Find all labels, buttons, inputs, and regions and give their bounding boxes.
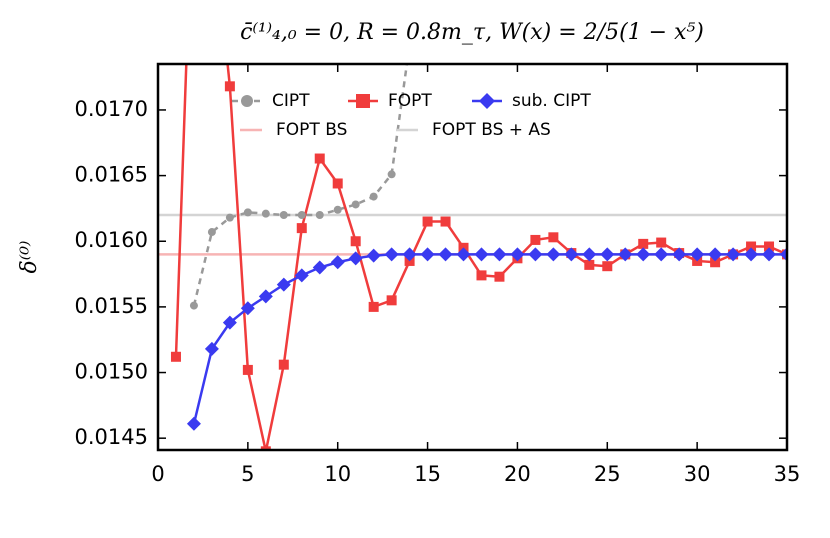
point — [186, 416, 201, 431]
point — [528, 247, 543, 262]
point — [224, 81, 235, 92]
point — [332, 178, 343, 189]
point — [672, 247, 687, 262]
point — [762, 247, 777, 262]
point — [258, 289, 273, 304]
point — [584, 259, 595, 270]
y-tick-label: 0.0145 — [75, 425, 148, 449]
x-tick-label: 25 — [594, 462, 621, 486]
legend-label: FOPT — [388, 91, 432, 111]
point — [348, 251, 363, 266]
point — [276, 277, 291, 292]
point — [189, 301, 198, 310]
point — [690, 247, 705, 262]
point — [602, 261, 613, 272]
point — [548, 232, 559, 243]
point — [780, 247, 787, 262]
point — [746, 241, 757, 252]
point — [530, 234, 541, 245]
y-tick-label: 0.0170 — [75, 97, 148, 121]
point — [204, 341, 219, 356]
point — [242, 364, 253, 375]
point — [636, 247, 651, 262]
x-tick-label: 10 — [324, 462, 351, 486]
point — [207, 228, 216, 237]
plot-frame — [156, 62, 789, 452]
x-tick-label: 15 — [414, 462, 441, 486]
y-tick-label: 0.0150 — [75, 360, 148, 384]
point — [564, 247, 579, 262]
point — [278, 359, 289, 370]
point — [314, 153, 325, 164]
x-tick-label: 0 — [151, 462, 164, 486]
y-tick-label: 0.0160 — [75, 228, 148, 252]
y-tick-label: 0.0155 — [75, 294, 148, 318]
point — [438, 247, 453, 262]
point — [279, 210, 288, 219]
plot-area — [158, 64, 787, 450]
point — [656, 237, 667, 248]
point — [260, 446, 271, 450]
x-tick-label: 5 — [241, 462, 254, 486]
point — [170, 351, 181, 362]
point — [476, 270, 487, 281]
point — [420, 247, 435, 262]
point — [222, 315, 237, 330]
legend-marker — [356, 94, 370, 108]
point — [333, 205, 342, 214]
y-axis-label: δ⁽⁰⁾ — [17, 241, 42, 274]
y-tick-label: 0.0165 — [75, 163, 148, 187]
point — [296, 223, 307, 234]
point — [386, 295, 397, 306]
point — [492, 247, 507, 262]
point — [369, 192, 378, 201]
series-line — [192, 253, 787, 425]
legend-label: FOPT BS + AS — [432, 120, 551, 140]
point — [618, 247, 633, 262]
x-tick-label: 20 — [504, 462, 531, 486]
point — [710, 257, 721, 268]
point — [315, 210, 324, 219]
point — [350, 236, 361, 247]
point — [582, 247, 597, 262]
point — [294, 268, 309, 283]
point — [654, 247, 669, 262]
point — [546, 247, 561, 262]
legend-marker — [479, 93, 495, 109]
point — [744, 247, 759, 262]
point — [384, 247, 399, 262]
point — [402, 247, 417, 262]
point — [456, 247, 471, 262]
point — [351, 200, 360, 209]
legend-label: sub. CIPT — [512, 91, 591, 111]
point — [297, 210, 306, 219]
legend-label: FOPT BS — [276, 120, 347, 140]
series-line — [174, 64, 787, 450]
point — [240, 301, 255, 316]
point — [440, 216, 451, 227]
point — [387, 170, 396, 179]
point — [764, 241, 775, 252]
x-tick-label: 30 — [684, 462, 711, 486]
point — [638, 238, 649, 249]
point — [261, 209, 270, 218]
point — [600, 247, 615, 262]
x-tick-label: 35 — [774, 462, 801, 486]
point — [330, 255, 345, 270]
legend-marker — [241, 95, 253, 107]
point — [510, 247, 525, 262]
point — [494, 271, 505, 282]
point — [708, 247, 723, 262]
point — [243, 208, 252, 217]
point — [422, 216, 433, 227]
point — [312, 260, 327, 275]
chart-title: c̄⁽¹⁾₄,₀ = 0, R = 0.8m_τ, W(x) = 2/5(1 −… — [240, 20, 704, 45]
point — [726, 247, 741, 262]
legend-label: CIPT — [272, 91, 310, 111]
point — [225, 213, 234, 222]
point — [474, 247, 489, 262]
point — [368, 301, 379, 312]
point — [366, 248, 381, 263]
